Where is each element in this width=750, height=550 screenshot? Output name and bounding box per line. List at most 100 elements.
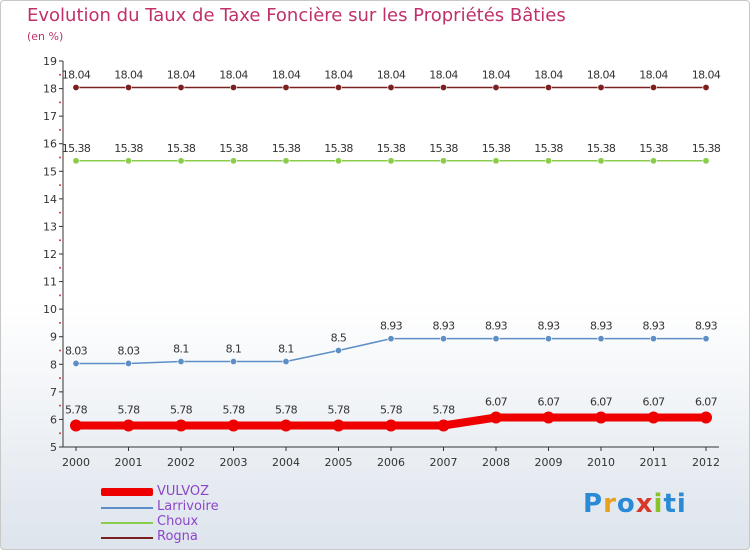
data-label: 6.07 bbox=[485, 395, 508, 408]
data-point bbox=[125, 83, 133, 91]
data-point bbox=[439, 335, 447, 343]
legend-swatch-vulvoz bbox=[101, 488, 153, 496]
data-point bbox=[439, 157, 447, 165]
data-point bbox=[280, 419, 292, 432]
y-minor-tick bbox=[59, 128, 61, 131]
data-point bbox=[595, 411, 607, 424]
x-tick-label: 2001 bbox=[115, 456, 143, 469]
chart-title: Evolution du Taux de Taxe Foncière sur l… bbox=[27, 5, 566, 26]
data-label: 18.04 bbox=[167, 68, 196, 81]
y-tick-label: 5 bbox=[50, 441, 57, 454]
data-point bbox=[125, 359, 133, 367]
data-point bbox=[492, 157, 500, 165]
y-minor-tick bbox=[59, 432, 61, 435]
data-label: 8.93 bbox=[485, 320, 508, 333]
data-point bbox=[649, 83, 657, 91]
series-line-larrivoire bbox=[75, 337, 707, 365]
data-point bbox=[702, 83, 710, 91]
x-tick-label: 2003 bbox=[220, 456, 248, 469]
legend-swatch-choux bbox=[101, 522, 153, 524]
y-tick-label: 17 bbox=[43, 110, 57, 123]
y-tick-label: 11 bbox=[43, 276, 57, 289]
x-tick-label: 2004 bbox=[272, 456, 300, 469]
y-minor-tick bbox=[59, 211, 61, 214]
data-label: 15.38 bbox=[62, 142, 91, 155]
y-minor-tick bbox=[59, 266, 61, 269]
y-tick-label: 15 bbox=[43, 165, 57, 178]
data-label: 15.38 bbox=[377, 142, 406, 155]
y-minor-tick bbox=[59, 404, 61, 407]
data-label: 18.04 bbox=[377, 68, 406, 81]
data-point bbox=[542, 411, 555, 424]
data-point bbox=[230, 157, 238, 165]
data-label: 5.78 bbox=[275, 403, 298, 416]
y-tick-label: 16 bbox=[43, 138, 57, 151]
data-label: 15.38 bbox=[692, 142, 721, 155]
y-minor-tick bbox=[59, 349, 61, 352]
data-point bbox=[72, 157, 80, 165]
data-label: 8.93 bbox=[695, 320, 718, 333]
data-label: 18.04 bbox=[62, 68, 91, 81]
data-label: 18.04 bbox=[272, 68, 301, 81]
data-point bbox=[177, 358, 185, 366]
data-point bbox=[230, 358, 238, 366]
data-label: 15.38 bbox=[587, 142, 616, 155]
x-tick-label: 2010 bbox=[587, 456, 615, 469]
data-label: 5.78 bbox=[327, 403, 350, 416]
data-label: 15.38 bbox=[114, 142, 143, 155]
x-tick-label: 2011 bbox=[640, 456, 668, 469]
data-label: 15.38 bbox=[272, 142, 301, 155]
data-label: 5.78 bbox=[380, 403, 403, 416]
data-point bbox=[647, 411, 660, 424]
data-label: 18.04 bbox=[114, 68, 143, 81]
data-label: 18.04 bbox=[639, 68, 668, 81]
data-point bbox=[597, 157, 605, 165]
data-point bbox=[175, 419, 187, 432]
y-tick-label: 8 bbox=[50, 358, 57, 371]
x-tick-label: 2000 bbox=[62, 456, 90, 469]
data-label: 5.78 bbox=[117, 403, 140, 416]
y-minor-tick bbox=[59, 377, 61, 380]
y-minor-tick bbox=[59, 156, 61, 159]
data-point bbox=[702, 157, 710, 165]
x-tick-label: 2005 bbox=[325, 456, 353, 469]
data-label: 8.1 bbox=[173, 343, 189, 356]
data-point bbox=[282, 83, 290, 91]
data-label: 18.04 bbox=[324, 68, 353, 81]
x-tick-label: 2007 bbox=[430, 456, 458, 469]
data-label: 8.93 bbox=[537, 320, 560, 333]
data-point bbox=[125, 157, 133, 165]
data-point bbox=[227, 419, 240, 432]
data-label: 15.38 bbox=[219, 142, 248, 155]
data-label: 5.78 bbox=[65, 403, 88, 416]
data-label: 18.04 bbox=[482, 68, 511, 81]
data-label: 8.93 bbox=[432, 320, 455, 333]
data-label: 18.04 bbox=[534, 68, 563, 81]
y-tick-label: 18 bbox=[43, 83, 57, 96]
data-point bbox=[387, 157, 395, 165]
data-point bbox=[544, 157, 552, 165]
data-label: 15.38 bbox=[167, 142, 196, 155]
data-label: 6.07 bbox=[537, 395, 560, 408]
y-tick-label: 13 bbox=[43, 220, 57, 233]
data-label: 8.93 bbox=[642, 320, 665, 333]
data-label: 5.78 bbox=[432, 403, 455, 416]
data-label: 15.38 bbox=[639, 142, 668, 155]
data-label: 8.03 bbox=[65, 344, 88, 357]
y-minor-tick bbox=[59, 184, 61, 187]
data-label: 5.78 bbox=[222, 403, 245, 416]
data-point bbox=[387, 335, 395, 343]
data-point bbox=[437, 419, 450, 432]
data-label: 18.04 bbox=[692, 68, 721, 81]
data-label: 8.03 bbox=[117, 344, 140, 357]
data-point bbox=[332, 419, 345, 432]
y-tick-label: 12 bbox=[43, 248, 57, 261]
data-label: 6.07 bbox=[642, 395, 665, 408]
data-point bbox=[282, 157, 290, 165]
data-label: 18.04 bbox=[587, 68, 616, 81]
data-point bbox=[122, 419, 135, 432]
data-point bbox=[649, 157, 657, 165]
y-tick-label: 19 bbox=[43, 55, 57, 68]
